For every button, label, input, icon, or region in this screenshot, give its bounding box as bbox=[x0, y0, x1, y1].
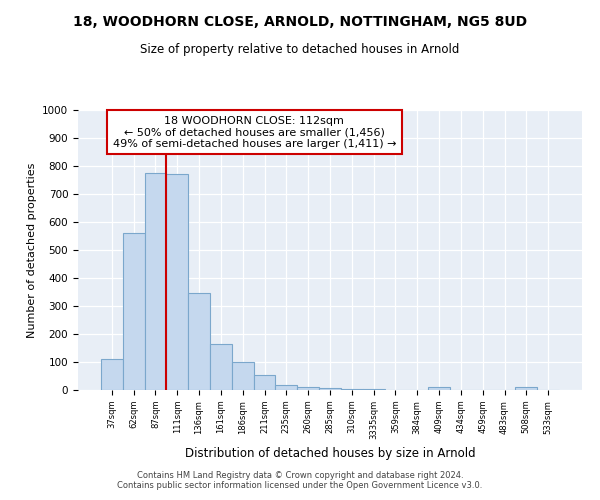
Bar bbox=[210, 344, 232, 390]
Text: 18, WOODHORN CLOSE, ARNOLD, NOTTINGHAM, NG5 8UD: 18, WOODHORN CLOSE, ARNOLD, NOTTINGHAM, … bbox=[73, 15, 527, 29]
Bar bbox=[166, 174, 188, 390]
Text: Contains HM Land Registry data © Crown copyright and database right 2024.
Contai: Contains HM Land Registry data © Crown c… bbox=[118, 470, 482, 490]
Bar bbox=[275, 385, 297, 390]
Bar bbox=[363, 388, 385, 390]
Bar bbox=[428, 387, 450, 390]
Bar bbox=[319, 388, 341, 390]
Bar bbox=[232, 362, 254, 390]
Bar bbox=[101, 359, 123, 390]
Bar bbox=[341, 388, 363, 390]
Text: 18 WOODHORN CLOSE: 112sqm
← 50% of detached houses are smaller (1,456)
49% of se: 18 WOODHORN CLOSE: 112sqm ← 50% of detac… bbox=[113, 116, 396, 149]
Bar bbox=[297, 386, 319, 390]
Text: Size of property relative to detached houses in Arnold: Size of property relative to detached ho… bbox=[140, 42, 460, 56]
X-axis label: Distribution of detached houses by size in Arnold: Distribution of detached houses by size … bbox=[185, 448, 475, 460]
Bar bbox=[254, 374, 275, 390]
Bar bbox=[515, 387, 537, 390]
Bar bbox=[123, 233, 145, 390]
Y-axis label: Number of detached properties: Number of detached properties bbox=[26, 162, 37, 338]
Bar bbox=[188, 292, 210, 390]
Bar bbox=[145, 173, 166, 390]
